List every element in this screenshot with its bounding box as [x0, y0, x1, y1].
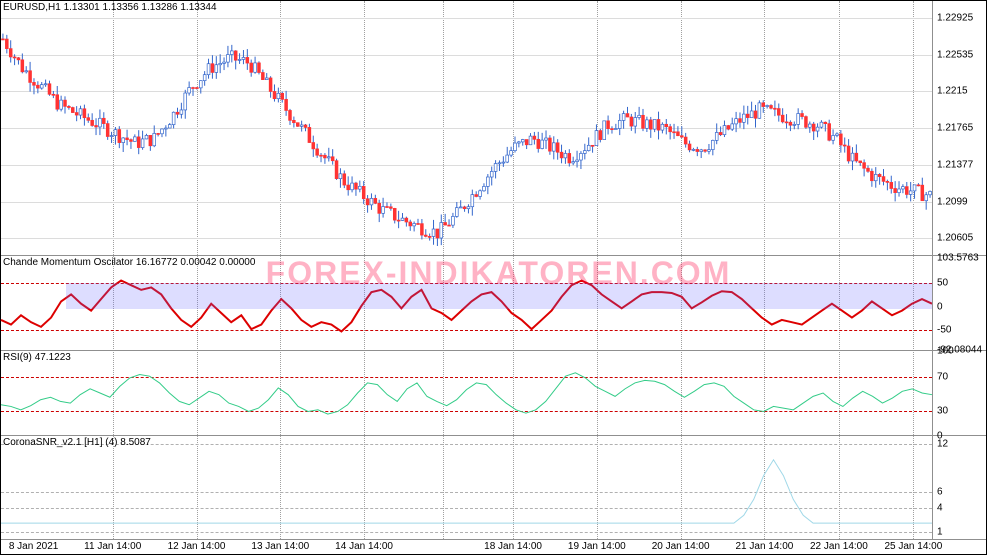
panel-title-values: 47.1223	[35, 352, 71, 363]
y-axis: 12 6 4 1	[932, 436, 986, 539]
y-tick-label: 4	[937, 503, 943, 514]
y-axis: 1.22925 1.22535 1.2215 1.21765 1.21377 1.2099…	[932, 1, 986, 255]
chart-area[interactable]: EURUSD,H1 1.13301 1.13356 1.13286 1.1334…	[1, 1, 932, 255]
chart-container: EURUSD,H1 1.13301 1.13356 1.13286 1.1334…	[0, 0, 987, 555]
x-tick-label: 19 Jan 14:00	[568, 541, 626, 552]
x-tick-label: 18 Jan 14:00	[484, 541, 542, 552]
y-tick-label: 103.5763	[937, 253, 979, 264]
panel-title-label: EURUSD,H1	[3, 2, 61, 13]
x-axis: 8 Jan 2021 11 Jan 14:00 12 Jan 14:00 13 Jan…	[1, 539, 932, 554]
line-snr	[1, 460, 932, 523]
x-tick-label: 12 Jan 14:00	[168, 541, 226, 552]
x-tick-label: 11 Jan 14:00	[84, 541, 141, 552]
panel-title-label: Chande Momentum Oscilator	[3, 257, 133, 268]
y-tick-label: 1.22535	[937, 49, 973, 60]
panel-title-label: CoronaSNR_v2.1 [H1] (4)	[3, 437, 118, 448]
x-tick-label: 13 Jan 14:00	[251, 541, 309, 552]
y-axis: 103.5763500-50-92.08044	[932, 256, 986, 350]
cmo-band	[66, 283, 932, 309]
panel-cmo[interactable]: Chande Momentum Oscilator 16.16772 0.000…	[1, 256, 986, 351]
x-tick-label: 21 Jan 14:00	[735, 541, 793, 552]
y-tick-label: 1.22925	[937, 12, 973, 23]
x-tick-label: 8 Jan 2021	[9, 541, 59, 552]
panel-rsi[interactable]: RSI(9) 47.122310070300	[1, 351, 986, 436]
y-tick-label: 12	[937, 439, 948, 450]
y-tick-label: 1.2215	[937, 86, 968, 97]
chart-area[interactable]: RSI(9) 47.1223	[1, 351, 932, 435]
y-tick-label: 30	[937, 405, 948, 416]
y-tick-label: 1.2099	[937, 196, 968, 207]
panel-title-values: 1.13301 1.13356 1.13286 1.13344	[64, 2, 217, 13]
x-tick-label: 20 Jan 14:00	[652, 541, 710, 552]
y-tick-label: 0	[937, 301, 943, 312]
chart-area[interactable]: Chande Momentum Oscilator 16.16772 0.000…	[1, 256, 932, 350]
x-tick-label: 22 Jan 14:00	[810, 541, 868, 552]
y-tick-label: -50	[937, 324, 951, 335]
panel-title-rsi: RSI(9) 47.1223	[3, 352, 71, 363]
panel-title-price: EURUSD,H1 1.13301 1.13356 1.13286 1.1334…	[3, 2, 217, 13]
panel-title-label: RSI(9)	[3, 352, 32, 363]
y-tick-label: 1.21377	[937, 159, 973, 170]
y-tick-label: 70	[937, 371, 948, 382]
svg-rsi	[1, 351, 932, 435]
y-tick-label: 1.20605	[937, 233, 973, 244]
x-tick-label: 14 Jan 14:00	[335, 541, 393, 552]
panel-title-values: 16.16772 0.00042 0.00000	[136, 257, 256, 268]
y-tick-label: 6	[937, 487, 943, 498]
chart-area[interactable]: CoronaSNR_v2.1 [H1] (4) 8.5087	[1, 436, 932, 539]
line-rsi	[1, 373, 932, 414]
panel-title-values: 8.5087	[120, 437, 151, 448]
panel-price[interactable]: EURUSD,H1 1.13301 1.13356 1.13286 1.1334…	[1, 1, 986, 256]
x-tick-label: 25 Jan 14:00	[884, 541, 942, 552]
y-tick-label: 1	[937, 527, 943, 538]
y-tick-label: 100	[937, 346, 954, 357]
svg-price	[1, 1, 932, 255]
y-tick-label: 50	[937, 278, 948, 289]
y-axis: 10070300	[932, 351, 986, 435]
panel-snr[interactable]: CoronaSNR_v2.1 [H1] (4) 8.5087 12 6 4 1	[1, 436, 986, 540]
y-tick-label: 1.21765	[937, 123, 973, 134]
svg-snr	[1, 436, 932, 539]
panel-title-cmo: Chande Momentum Oscilator 16.16772 0.000…	[3, 257, 255, 268]
panel-title-snr: CoronaSNR_v2.1 [H1] (4) 8.5087	[3, 437, 151, 448]
